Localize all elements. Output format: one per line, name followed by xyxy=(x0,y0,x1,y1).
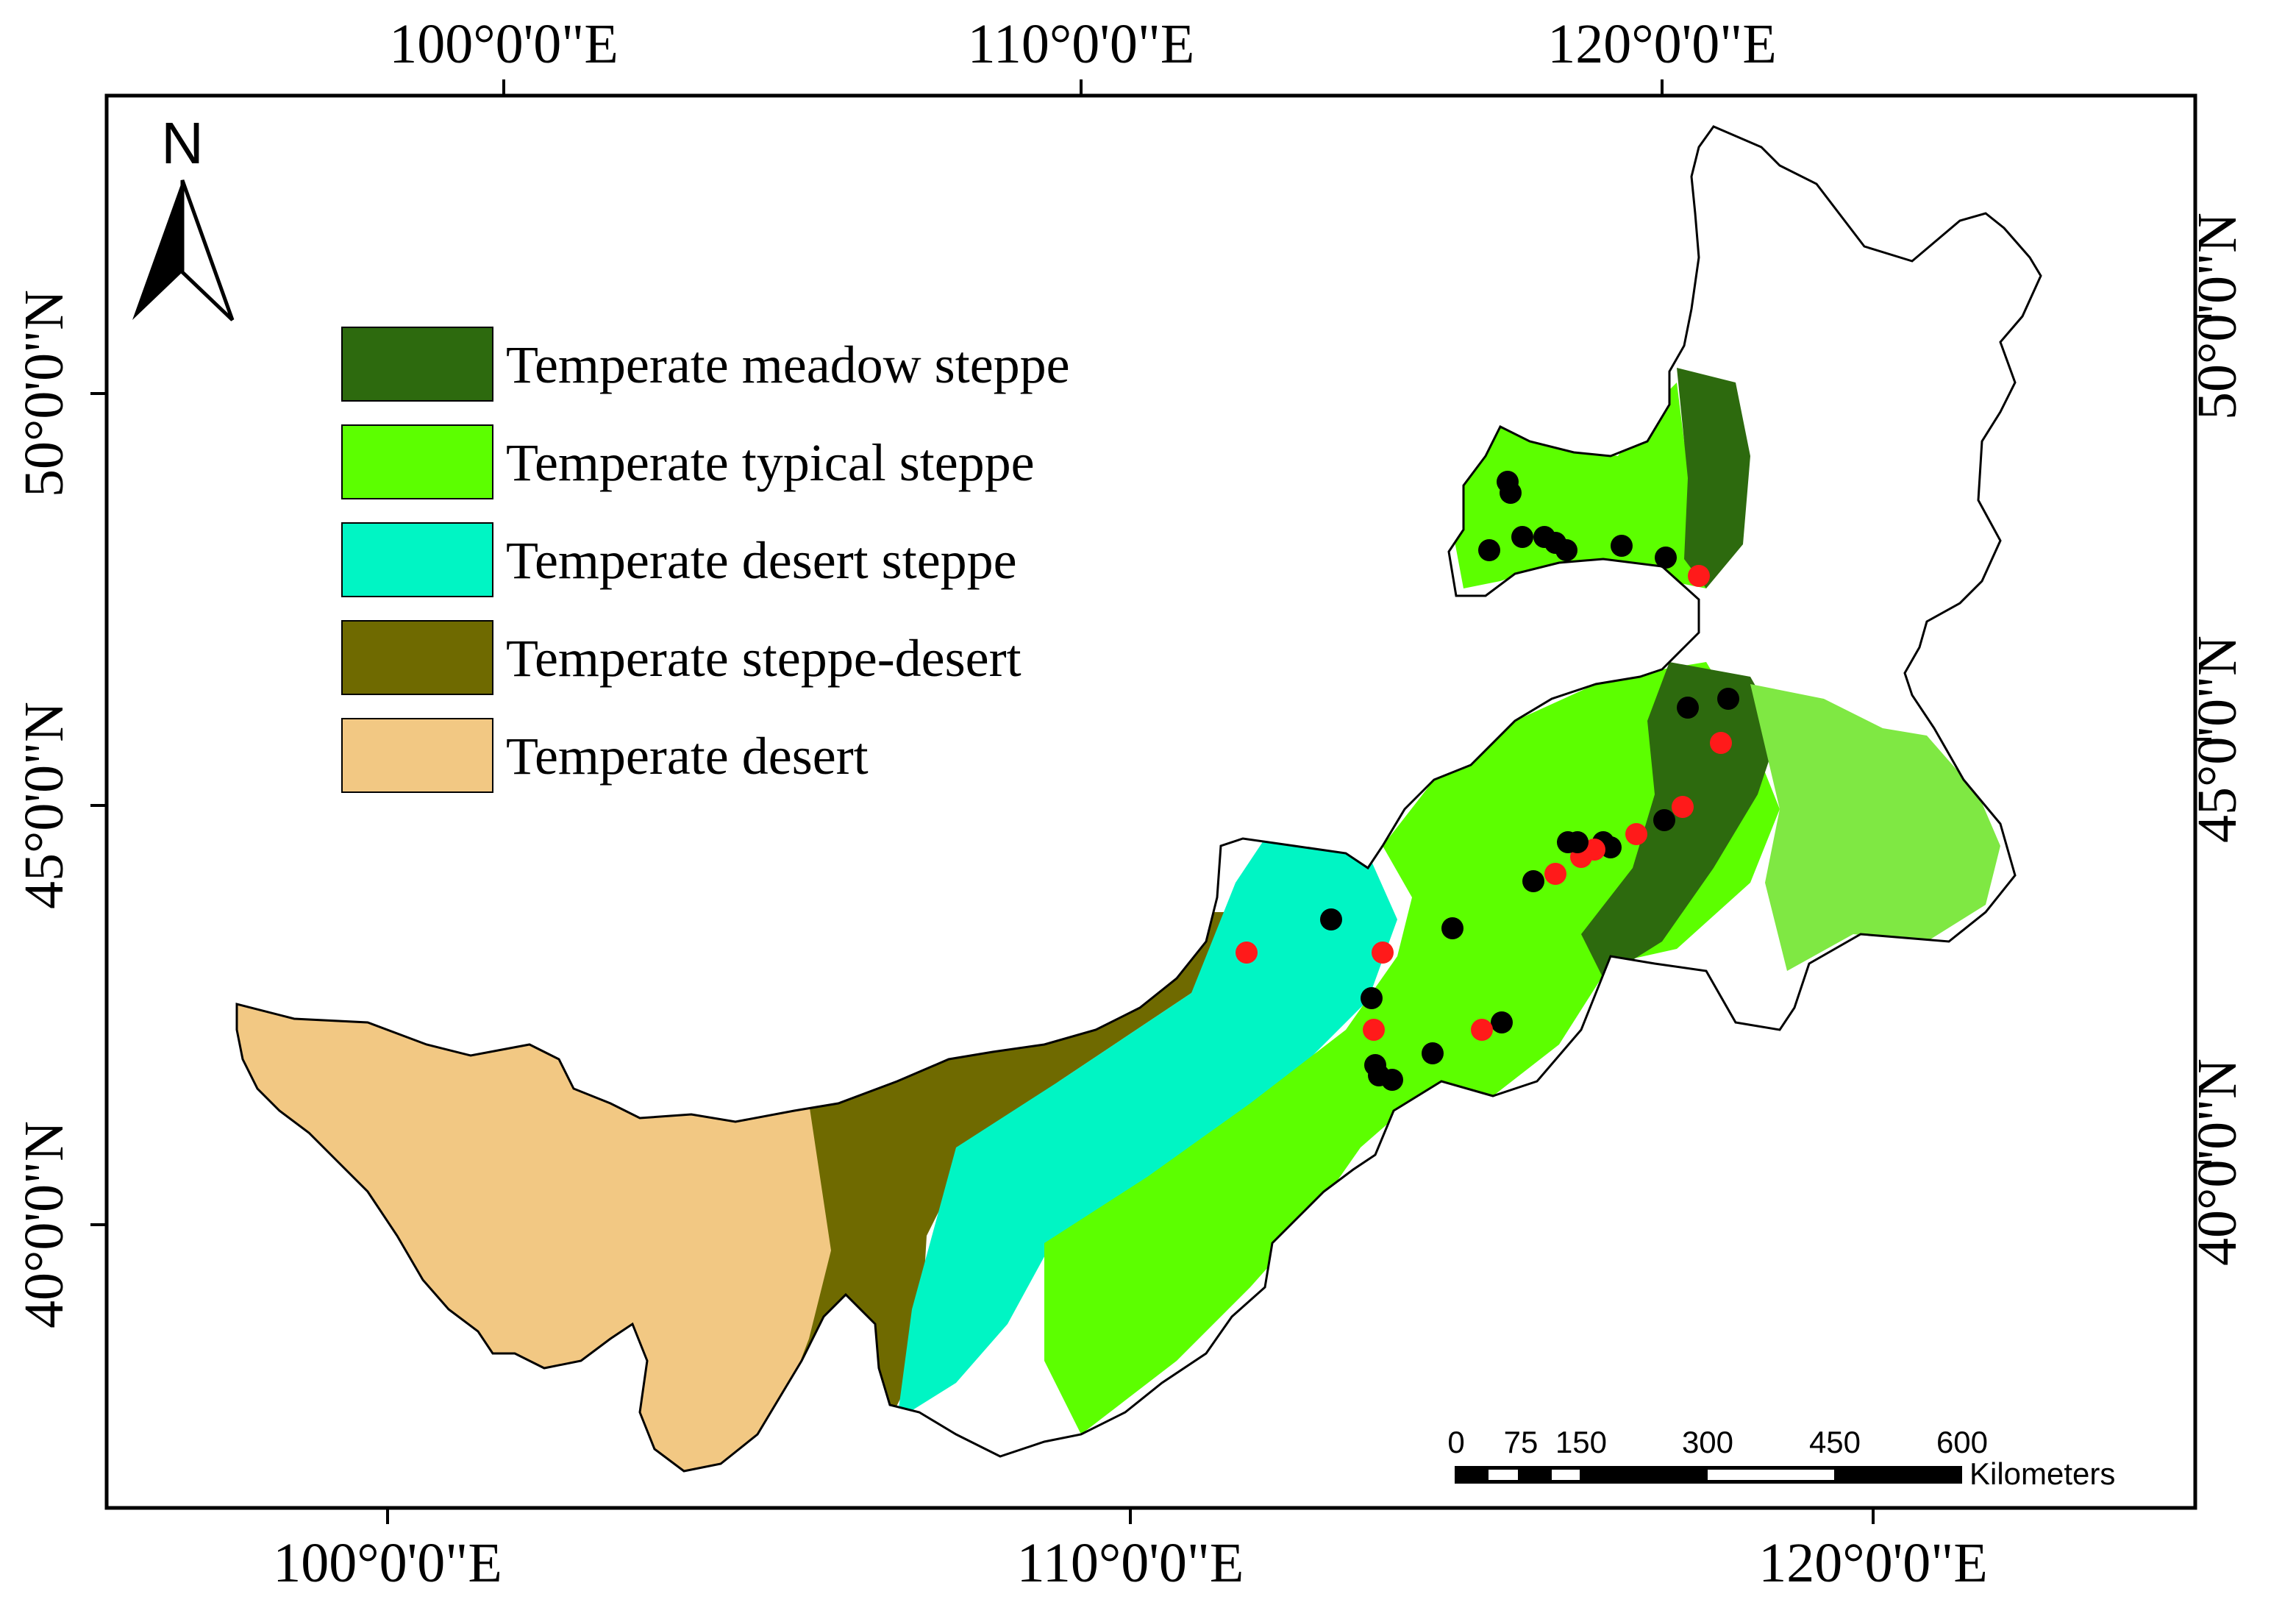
site-marker-black xyxy=(1361,987,1383,1009)
site-marker-red xyxy=(1625,823,1647,845)
site-marker-red xyxy=(1544,863,1566,885)
legend: Temperate meadow steppe Temperate typica… xyxy=(341,327,1070,793)
site-marker-black xyxy=(1677,697,1699,719)
frame-ticks xyxy=(90,79,2211,1524)
scale-tick-300: 300 xyxy=(1682,1425,1733,1459)
scale-tick-450: 450 xyxy=(1809,1425,1861,1459)
scale-bar: 0 75 150 300 450 600 Kilometers xyxy=(1447,1425,2115,1491)
lat-label-right-40: 40°0'0"N xyxy=(2186,1058,2248,1266)
site-marker-black xyxy=(1600,836,1622,858)
legend-swatch-steppe-desert xyxy=(341,620,493,695)
site-marker-black xyxy=(1320,908,1342,930)
site-marker-black xyxy=(1441,917,1463,939)
lon-label-bottom-110: 110°0'0"E xyxy=(1017,1532,1244,1594)
site-marker-black xyxy=(1422,1042,1444,1064)
site-marker-black xyxy=(1478,539,1500,561)
scale-unit-label: Kilometers xyxy=(1969,1456,2115,1491)
site-marker-black xyxy=(1500,482,1522,504)
site-marker-black xyxy=(1655,547,1677,569)
lat-label-right-50: 50°0'0"N xyxy=(2186,213,2248,420)
legend-swatch-desert xyxy=(341,718,493,793)
zone-light-steppe-east xyxy=(1750,684,2000,971)
site-marker-red xyxy=(1471,1019,1493,1041)
scale-tick-75: 75 xyxy=(1504,1425,1539,1459)
zone-temperate-desert-steppe xyxy=(897,839,1397,1420)
north-arrow-left-half xyxy=(132,180,182,320)
legend-label-typical-steppe: Temperate typical steppe xyxy=(506,433,1035,492)
legend-swatch-desert-steppe xyxy=(341,522,493,597)
lon-label-top-120: 120°0'0"E xyxy=(1547,13,1777,75)
scale-tick-0: 0 xyxy=(1447,1425,1464,1459)
scale-bar-segment-white xyxy=(1489,1470,1518,1480)
scale-tick-150: 150 xyxy=(1555,1425,1607,1459)
site-marker-black xyxy=(1611,535,1633,557)
site-marker-red xyxy=(1688,565,1710,587)
lon-label-bottom-100: 100°0'0"E xyxy=(273,1532,502,1594)
site-marker-black xyxy=(1381,1069,1403,1091)
north-arrow: N xyxy=(132,110,235,321)
lon-label-bottom-120: 120°0'0"E xyxy=(1758,1532,1988,1594)
site-marker-red xyxy=(1363,1019,1385,1041)
legend-swatch-meadow-steppe xyxy=(341,327,493,402)
legend-label-steppe-desert: Temperate steppe-desert xyxy=(506,629,1022,688)
sampling-sites xyxy=(1236,471,1739,1091)
north-arrow-right-half xyxy=(180,179,235,321)
lat-label-left-40: 40°0'0"N xyxy=(13,1121,75,1328)
site-marker-red xyxy=(1236,942,1258,964)
lon-label-top-100: 100°0'0"E xyxy=(389,13,618,75)
scale-bar-segment-white xyxy=(1552,1470,1580,1480)
legend-label-desert: Temperate desert xyxy=(506,727,869,786)
site-marker-black xyxy=(1566,831,1589,853)
site-marker-red xyxy=(1372,942,1394,964)
lat-label-right-45: 45°0'0"N xyxy=(2186,636,2248,843)
site-marker-red xyxy=(1710,732,1732,754)
legend-swatch-typical-steppe xyxy=(341,424,493,499)
site-marker-black xyxy=(1511,526,1533,548)
zone-temperate-meadow-steppe xyxy=(1677,368,1750,588)
site-marker-red xyxy=(1672,796,1694,818)
lat-label-left-45: 45°0'0"N xyxy=(13,702,75,909)
site-marker-black xyxy=(1653,809,1675,831)
scale-tick-600: 600 xyxy=(1936,1425,1988,1459)
lat-label-left-50: 50°0'0"N xyxy=(13,290,75,497)
zone-temperate-steppe-desert xyxy=(772,912,1236,1434)
site-marker-black xyxy=(1491,1011,1513,1033)
legend-label-meadow-steppe: Temperate meadow steppe xyxy=(506,335,1070,394)
north-label: N xyxy=(161,110,204,176)
site-marker-black xyxy=(1555,539,1577,561)
site-marker-black xyxy=(1717,688,1739,710)
scale-bar-segment-white xyxy=(1708,1470,1834,1480)
region-boundary xyxy=(235,125,2042,1473)
site-marker-black xyxy=(1522,870,1544,892)
lon-label-top-110: 110°0'0"E xyxy=(968,13,1195,75)
legend-label-desert-steppe: Temperate desert steppe xyxy=(506,531,1017,590)
